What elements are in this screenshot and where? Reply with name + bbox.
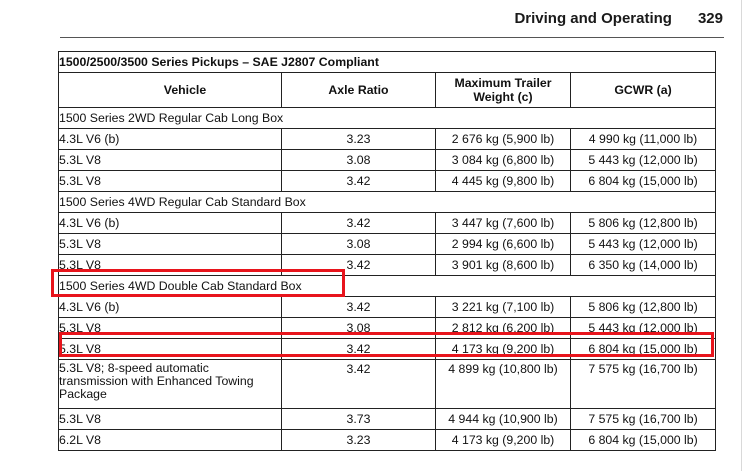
table-row: 4.3L V6 (b) 3.42 3 447 kg (7,600 lb) 5 8… [58,212,717,234]
axle-ratio-cell: 3.42 [281,212,436,234]
gcwr-cell: 6 804 kg (15,000 lb) [569,429,717,451]
axle-ratio-cell: 3.42 [281,359,436,409]
gcwr-cell: 7 575 kg (16,700 lb) [569,359,717,409]
trailer-weight-cell: 2 676 kg (5,900 lb) [435,128,571,150]
table-title: 1500/2500/3500 Series Pickups – SAE J280… [57,51,717,73]
gcwr-cell: 6 804 kg (15,000 lb) [569,338,717,360]
table-row: 5.3L V8 3.08 3 084 kg (6,800 lb) 5 443 k… [58,149,717,171]
column-header-axle-ratio: Axle Ratio [281,72,436,108]
table-row: 4.3L V6 (b) 3.42 3 221 kg (7,100 lb) 5 8… [58,296,717,318]
trailer-weight-cell: 2 994 kg (6,600 lb) [435,233,571,255]
gcwr-cell: 7 575 kg (16,700 lb) [569,408,717,430]
group-heading: 1500 Series 2WD Regular Cab Long Box [57,107,717,129]
axle-ratio-cell: 3.42 [281,254,436,276]
group-heading: 1500 Series 4WD Double Cab Standard Box [57,275,717,297]
vehicle-cell: 4.3L V6 (b) [58,296,282,318]
trailer-weight-cell: 3 901 kg (8,600 lb) [435,254,571,276]
table-row: 6.2L V8 3.23 4 173 kg (9,200 lb) 6 804 k… [58,429,717,451]
page-edge [741,0,742,471]
vehicle-cell: 5.3L V8 [58,338,282,360]
trailer-weight-cell: 4 944 kg (10,900 lb) [435,408,571,430]
table-row: 5.3L V8 3.42 3 901 kg (8,600 lb) 6 350 k… [58,254,717,276]
trailer-weight-cell: 4 445 kg (9,800 lb) [435,170,571,192]
axle-ratio-cell: 3.23 [281,429,436,451]
trailer-weight-cell: 3 084 kg (6,800 lb) [435,149,571,171]
vehicle-cell: 6.2L V8 [58,429,282,451]
group-row: 1500 Series 2WD Regular Cab Long Box [57,107,717,129]
trailer-weight-cell: 4 173 kg (9,200 lb) [435,429,571,451]
axle-ratio-cell: 3.42 [281,338,436,360]
trailer-weight-cell: 4 899 kg (10,800 lb) [435,359,571,409]
section-title: Driving and Operating [514,10,672,27]
towing-spec-table: 1500/2500/3500 Series Pickups – SAE J280… [57,51,717,451]
header-rule [60,37,724,38]
vehicle-cell: 5.3L V8 [58,317,282,339]
gcwr-cell: 6 804 kg (15,000 lb) [569,170,717,192]
group-row: 1500 Series 4WD Regular Cab Standard Box [57,191,717,213]
axle-ratio-cell: 3.23 [281,128,436,150]
column-header-gcwr: GCWR (a) [569,72,717,108]
table-row-highlighted: 5.3L V8 3.42 4 173 kg (9,200 lb) 6 804 k… [58,338,717,360]
axle-ratio-cell: 3.08 [281,233,436,255]
axle-ratio-cell: 3.08 [281,317,436,339]
table-row: 5.3L V8 3.42 4 445 kg (9,800 lb) 6 804 k… [58,170,717,192]
gcwr-cell: 5 443 kg (12,000 lb) [569,233,717,255]
vehicle-cell: 5.3L V8 [58,408,282,430]
vehicle-cell: 4.3L V6 (b) [58,128,282,150]
group-row: 1500 Series 4WD Double Cab Standard Box [57,275,717,297]
table-row: 4.3L V6 (b) 3.23 2 676 kg (5,900 lb) 4 9… [58,128,717,150]
page-number: 329 [697,10,723,27]
column-header-max-trailer-weight-text: Maximum Trailer Weight (c) [454,76,552,104]
axle-ratio-cell: 3.42 [281,296,436,318]
trailer-weight-cell: 3 447 kg (7,600 lb) [435,212,571,234]
vehicle-cell: 5.3L V8 [58,149,282,171]
vehicle-cell: 5.3L V8 [58,233,282,255]
gcwr-cell: 5 443 kg (12,000 lb) [569,149,717,171]
table-header-row: Vehicle Axle Ratio Maximum Trailer Weigh… [58,72,717,108]
group-heading: 1500 Series 4WD Regular Cab Standard Box [57,191,717,213]
trailer-weight-cell: 4 173 kg (9,200 lb) [435,338,571,360]
trailer-weight-cell: 3 221 kg (7,100 lb) [435,296,571,318]
table-row: 5.3L V8 3.08 2 994 kg (6,600 lb) 5 443 k… [58,233,717,255]
table-row: 5.3L V8; 8-speed automatic transmission … [58,359,717,409]
column-header-vehicle: Vehicle [58,72,282,108]
gcwr-cell: 4 990 kg (11,000 lb) [569,128,717,150]
axle-ratio-cell: 3.73 [281,408,436,430]
vehicle-cell: 5.3L V8 [58,254,282,276]
gcwr-cell: 5 806 kg (12,800 lb) [569,212,717,234]
column-header-max-trailer-weight: Maximum Trailer Weight (c) [435,72,571,108]
gcwr-cell: 5 443 kg (12,000 lb) [569,317,717,339]
axle-ratio-cell: 3.08 [281,149,436,171]
vehicle-cell: 5.3L V8; 8-speed automatic transmission … [58,359,282,409]
trailer-weight-cell: 2 812 kg (6,200 lb) [435,317,571,339]
axle-ratio-cell: 3.42 [281,170,436,192]
page-header: Driving and Operating 329 [0,10,723,32]
table-row: 5.3L V8 3.08 2 812 kg (6,200 lb) 5 443 k… [58,317,717,339]
vehicle-cell: 5.3L V8 [58,170,282,192]
table-row: 5.3L V8 3.73 4 944 kg (10,900 lb) 7 575 … [58,408,717,430]
vehicle-cell: 4.3L V6 (b) [58,212,282,234]
gcwr-cell: 6 350 kg (14,000 lb) [569,254,717,276]
gcwr-cell: 5 806 kg (12,800 lb) [569,296,717,318]
